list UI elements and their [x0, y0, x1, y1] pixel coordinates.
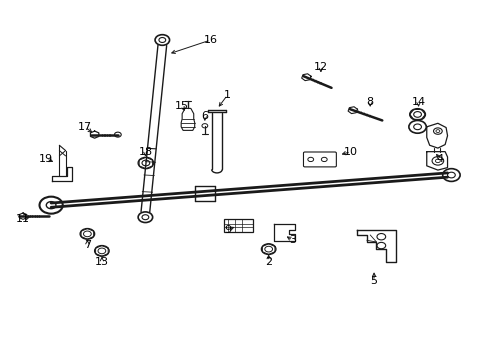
Text: 15: 15 — [174, 100, 188, 111]
Text: 8: 8 — [366, 97, 373, 107]
FancyBboxPatch shape — [303, 152, 336, 167]
Text: 12: 12 — [313, 62, 327, 72]
Text: 6: 6 — [201, 111, 208, 121]
Text: 3: 3 — [289, 235, 296, 245]
FancyBboxPatch shape — [223, 219, 252, 233]
Text: 16: 16 — [203, 35, 217, 45]
Text: 14: 14 — [410, 97, 425, 107]
Text: 1: 1 — [224, 90, 231, 100]
Text: 4: 4 — [436, 154, 443, 164]
Text: 11: 11 — [16, 214, 30, 224]
Text: 7: 7 — [83, 239, 91, 249]
Text: 13: 13 — [95, 257, 109, 266]
Text: 19: 19 — [39, 154, 53, 164]
Text: 17: 17 — [78, 122, 92, 132]
Text: 18: 18 — [138, 147, 152, 157]
Text: 2: 2 — [264, 257, 272, 266]
Text: 5: 5 — [370, 276, 377, 286]
Text: 10: 10 — [343, 147, 357, 157]
Text: 9: 9 — [224, 225, 231, 235]
